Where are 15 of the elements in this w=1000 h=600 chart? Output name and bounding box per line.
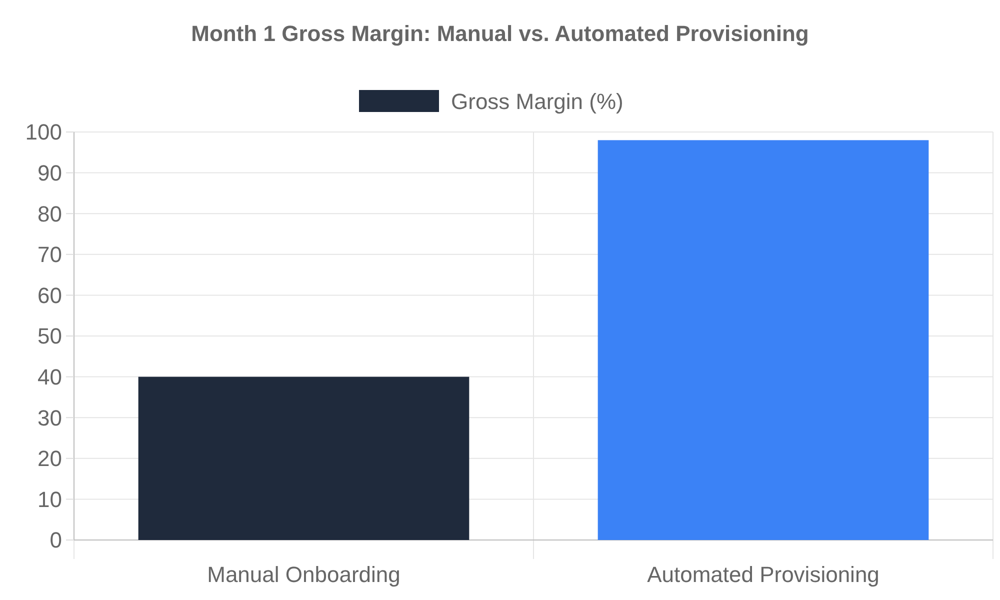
y-tick-label: 40: [38, 364, 62, 390]
y-tick-label: 60: [38, 282, 62, 308]
y-tick-label: 50: [38, 324, 62, 349]
y-tick-label: 20: [38, 446, 62, 472]
y-tick-label: 70: [38, 242, 62, 268]
y-tick-label: 30: [38, 405, 62, 430]
y-tick-label: 10: [38, 486, 62, 512]
x-tick-label: Automated Provisioning: [647, 562, 880, 587]
y-tick-label: 100: [25, 120, 62, 145]
y-tick-label: 0: [50, 528, 62, 553]
y-tick-label: 80: [38, 201, 62, 226]
y-tick-label: 90: [38, 160, 62, 186]
legend-label: Gross Margin (%): [451, 89, 624, 114]
x-tick-label: Manual Onboarding: [207, 562, 400, 587]
chart-title: Month 1 Gross Margin: Manual vs. Automated Provisioning: [191, 21, 809, 46]
